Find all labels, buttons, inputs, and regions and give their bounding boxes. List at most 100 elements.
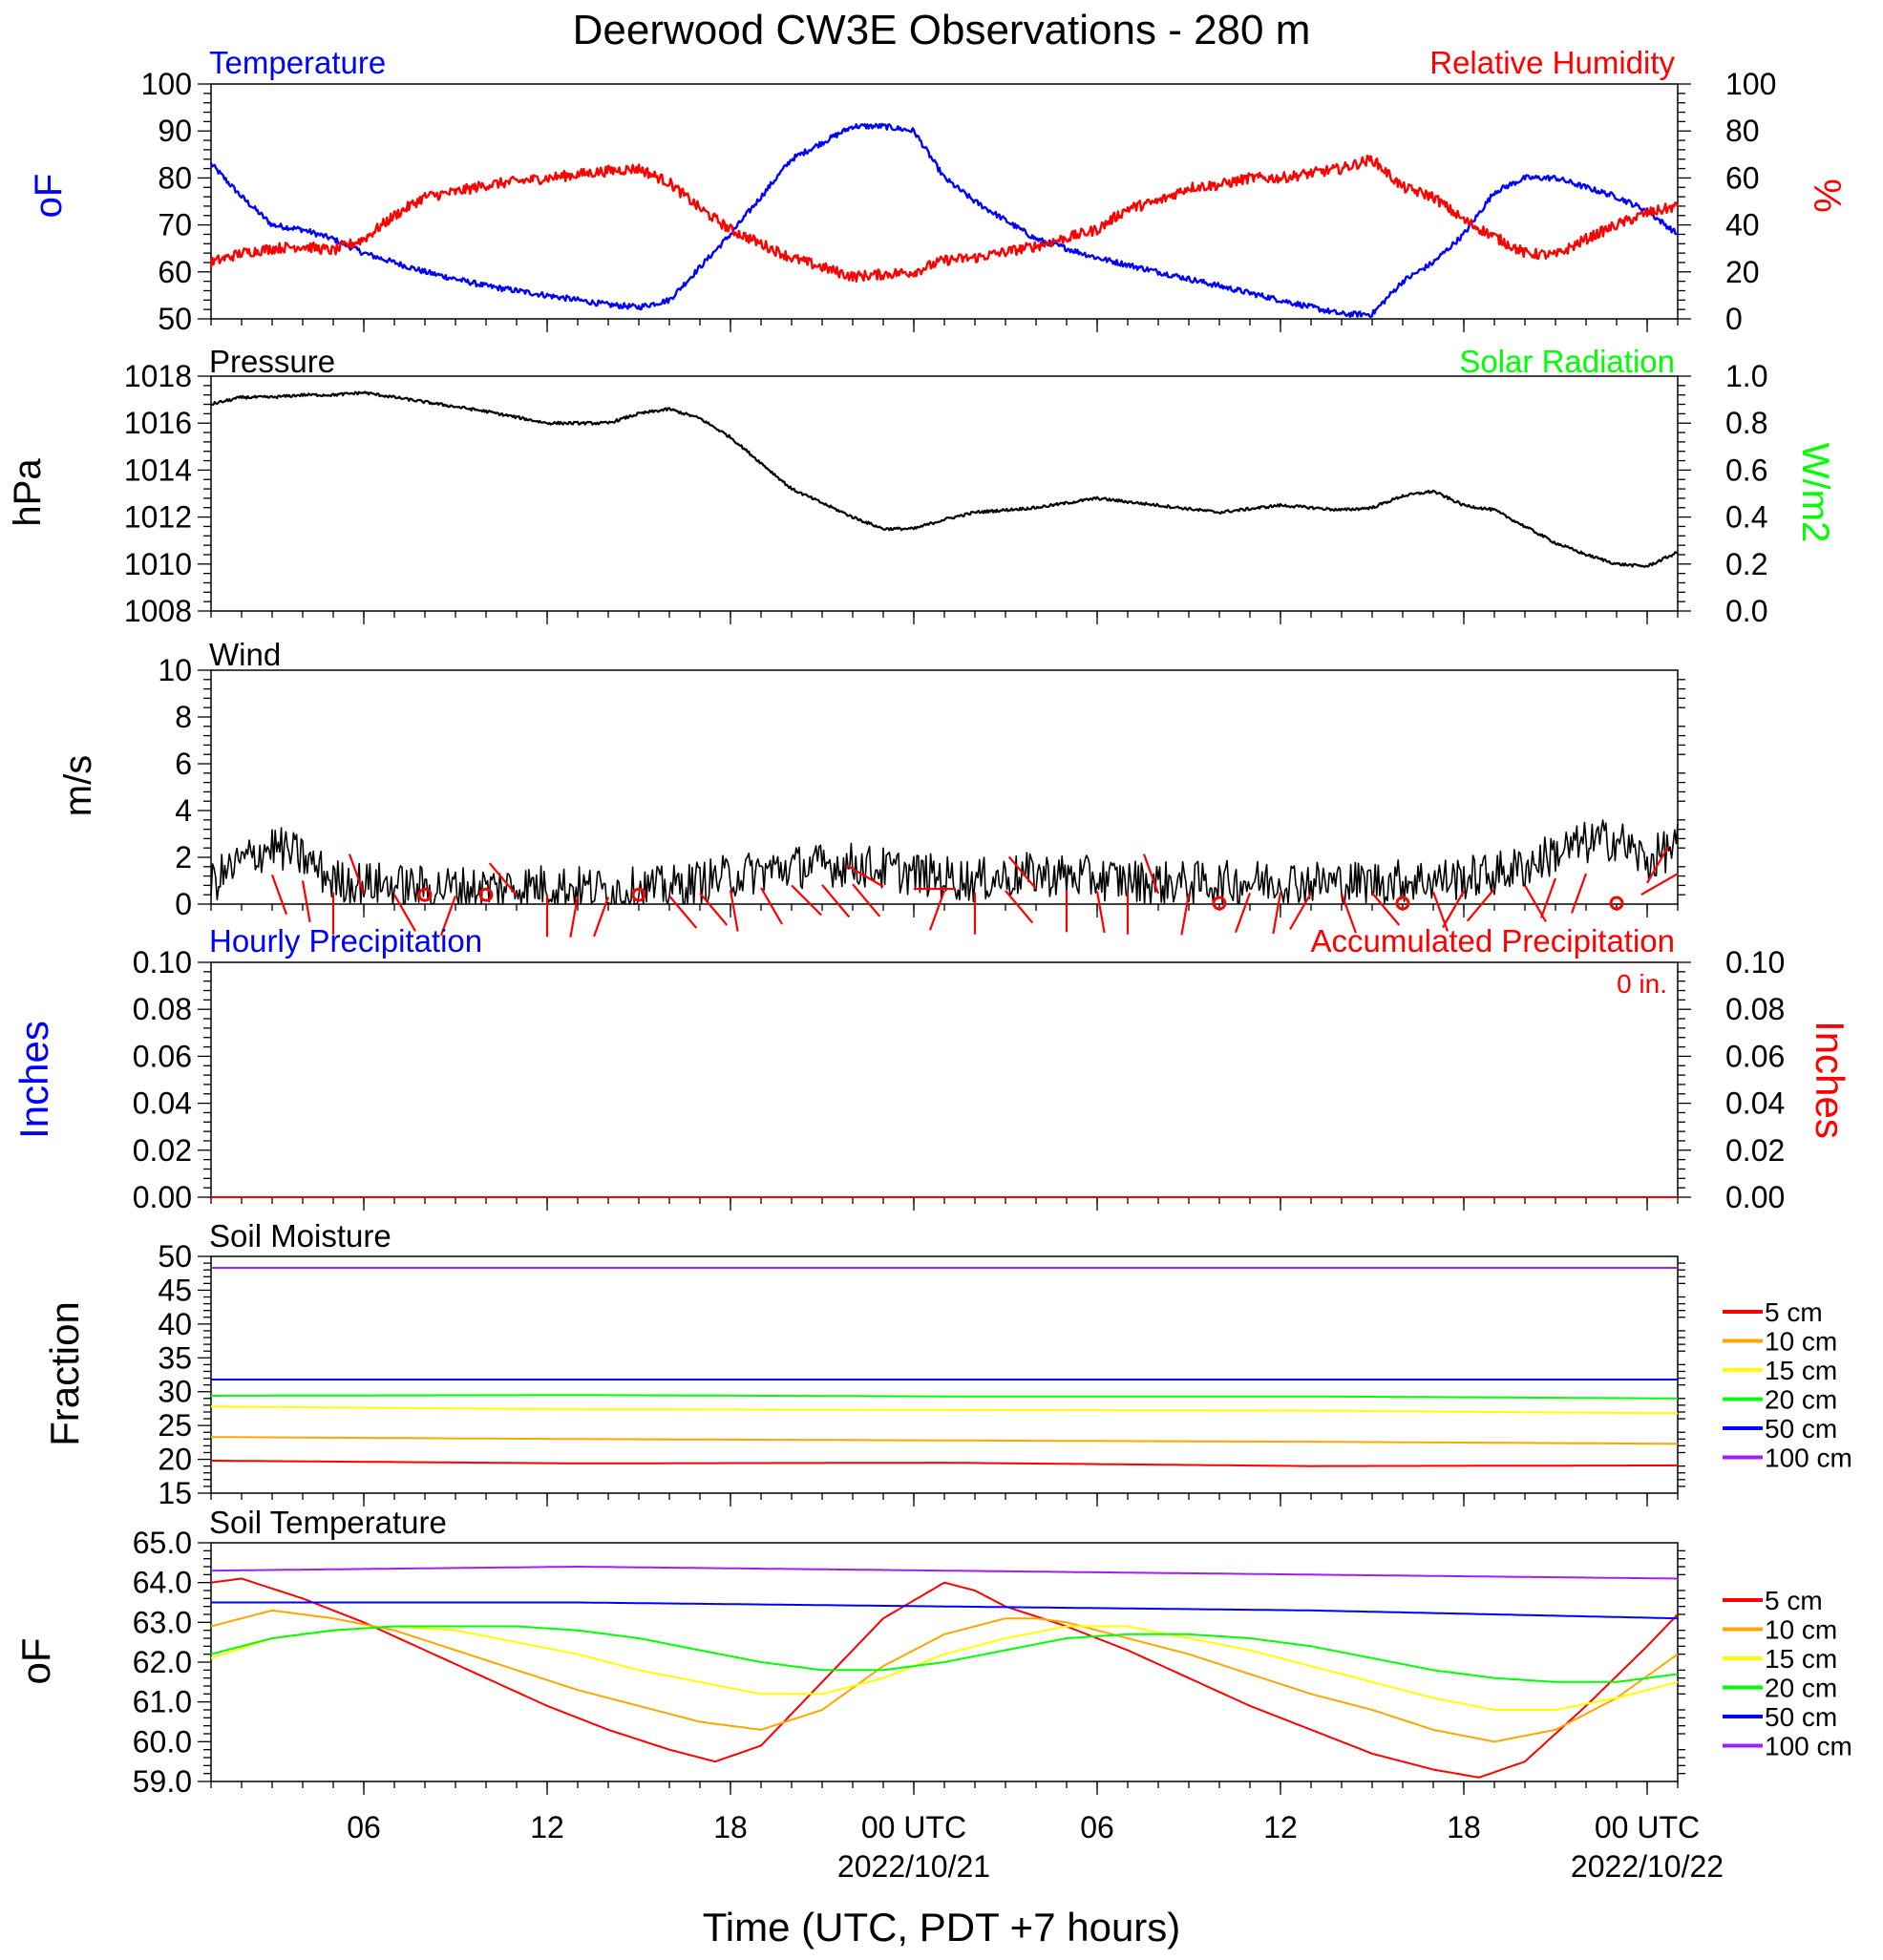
- y-tick-label: 1016: [124, 406, 192, 440]
- y-tick-label-right: 0.00: [1725, 1180, 1785, 1214]
- y-tick-label: 80: [158, 160, 192, 195]
- wind-barb: [1442, 890, 1465, 929]
- plot-frame: [210, 1255, 1679, 1494]
- pressure-panel: Pressure Solar Radiation hPa W/m2 1008 0.…: [7, 344, 1836, 628]
- soil-temperature-line: [210, 1566, 1678, 1580]
- y-tick-label: 1014: [124, 453, 192, 487]
- wind-barb: [270, 874, 288, 916]
- y-tick-label: 30: [158, 1375, 192, 1409]
- wind-barb: [439, 896, 457, 937]
- wind-barb: [393, 894, 416, 932]
- y-tick-label: 8: [175, 700, 192, 734]
- y-tick-label: 70: [158, 208, 192, 242]
- soil-temperature-panel: Soil Temperature oF 59.0 60.0 61.0 62.0 63.0…: [13, 1505, 1852, 1799]
- y-tick-label-right: 20: [1725, 255, 1760, 289]
- y-tick-label-right: 0.10: [1725, 945, 1785, 980]
- legend-label: 15 cm: [1765, 1356, 1837, 1385]
- accum-precip-title: Accumulated Precipitation: [1310, 923, 1675, 959]
- wind-barb: [846, 864, 884, 888]
- soil-moisture-line: [210, 1405, 1679, 1415]
- wind-barb: [1234, 892, 1252, 934]
- wind-barb: [1142, 854, 1160, 895]
- y-tick-label-right: 0.4: [1725, 500, 1767, 535]
- pressure-ylabel: hPa: [7, 458, 49, 527]
- y-tick-label: 1018: [124, 359, 192, 393]
- y-tick-label: 45: [158, 1273, 192, 1307]
- x-tick-label: 00 UTC: [1595, 1810, 1700, 1844]
- x-tick-label: 18: [713, 1810, 748, 1844]
- wind-barb: [1646, 846, 1669, 884]
- wind-barb: [760, 887, 783, 925]
- x-date-label: 2022/10/22: [1571, 1849, 1724, 1884]
- solar-ylabel: W/m2: [1794, 443, 1836, 542]
- y-tick-label: 25: [158, 1408, 192, 1443]
- wind-barb: [1005, 890, 1034, 924]
- y-tick-label: 1012: [124, 500, 192, 535]
- y-tick-label: 15: [158, 1476, 192, 1510]
- legend-label: 50 cm: [1765, 1702, 1837, 1732]
- legend-label: 50 cm: [1765, 1414, 1837, 1444]
- legend-label: 15 cm: [1765, 1644, 1837, 1674]
- soil-temperature-title: Soil Temperature: [209, 1505, 447, 1540]
- soil-moisture-line: [211, 1460, 1679, 1467]
- plot-frame: [210, 961, 1679, 1198]
- pressure-line: [210, 390, 1679, 568]
- y-tick-label: 62.0: [133, 1645, 192, 1679]
- x-tick-label: 06: [347, 1810, 381, 1844]
- wind-barb: [301, 880, 311, 922]
- y-tick-label: 10: [158, 653, 192, 687]
- wind-barb: [1272, 892, 1282, 935]
- wind-barb: [791, 884, 822, 917]
- soil-temperature-ylabel: oF: [13, 1637, 58, 1684]
- wind-barb: [348, 854, 366, 895]
- plot-frame: [210, 83, 1679, 320]
- temperature-title: Temperature: [209, 45, 386, 80]
- soil-moisture-title: Soil Moisture: [209, 1218, 391, 1254]
- y-tick-label: 1010: [124, 547, 192, 581]
- y-tick-label-right: 0.2: [1725, 547, 1767, 581]
- y-tick-label: 6: [175, 747, 192, 781]
- time-axis: 06 12 18 00 UTC 2022/10/21 06 12 18 00 UTC 2022/1…: [347, 1810, 1724, 1884]
- temp-rh-panel: Temperature Relative Humidity oF % 50 0 60…: [28, 45, 1848, 336]
- x-tick-label: 06: [1080, 1810, 1114, 1844]
- legend-label: 20 cm: [1765, 1385, 1837, 1415]
- y-tick-label-right: 0: [1725, 302, 1743, 336]
- y-tick-label-right: 100: [1725, 67, 1776, 101]
- soil-moisture-line: [211, 1394, 1678, 1400]
- y-tick-label: 0.02: [133, 1133, 192, 1168]
- y-tick-label: 0.06: [133, 1039, 192, 1073]
- y-tick-label: 0.08: [133, 992, 192, 1026]
- y-tick-label: 61.0: [133, 1685, 192, 1719]
- y-tick-label: 0.10: [133, 945, 192, 980]
- rh-line: [209, 155, 1680, 283]
- plot-frame: [210, 375, 1679, 612]
- y-tick-label-right: 0.02: [1725, 1133, 1785, 1168]
- temperature-line: [209, 122, 1679, 318]
- y-tick-label: 20: [158, 1443, 192, 1477]
- y-tick-label-right: 0.0: [1725, 594, 1767, 628]
- rh-ylabel: %: [1806, 179, 1848, 213]
- legend-label: 100 cm: [1765, 1732, 1852, 1761]
- y-tick-label: 0: [175, 887, 192, 921]
- y-tick-label-right: 0.6: [1725, 453, 1767, 487]
- legend-label: 5 cm: [1765, 1586, 1823, 1615]
- x-tick-label: 12: [530, 1810, 564, 1844]
- calm-circle: [1609, 896, 1624, 911]
- wind-barb: [852, 883, 881, 917]
- wind-barb: [668, 895, 698, 929]
- soil-moisture-line: [211, 1436, 1679, 1445]
- y-tick-label: 60.0: [133, 1724, 192, 1759]
- y-tick-label: 64.0: [133, 1566, 192, 1600]
- x-tick-label: 18: [1447, 1810, 1481, 1844]
- wind-barb: [1371, 892, 1401, 926]
- y-tick-label: 90: [158, 114, 192, 148]
- hourly-precip-title: Hourly Precipitation: [209, 923, 482, 959]
- precip-right-ylabel: Inches: [1808, 1021, 1852, 1139]
- y-tick-label-right: 0.06: [1725, 1039, 1785, 1073]
- legend-label: 10 cm: [1765, 1615, 1837, 1645]
- y-tick-label: 2: [175, 840, 192, 875]
- wind-panel: Wind m/s 0 2 4 6 8 10: [57, 637, 1685, 938]
- chart-title: Deerwood CW3E Observations - 280 m: [573, 7, 1311, 53]
- wind-barb: [1340, 893, 1358, 934]
